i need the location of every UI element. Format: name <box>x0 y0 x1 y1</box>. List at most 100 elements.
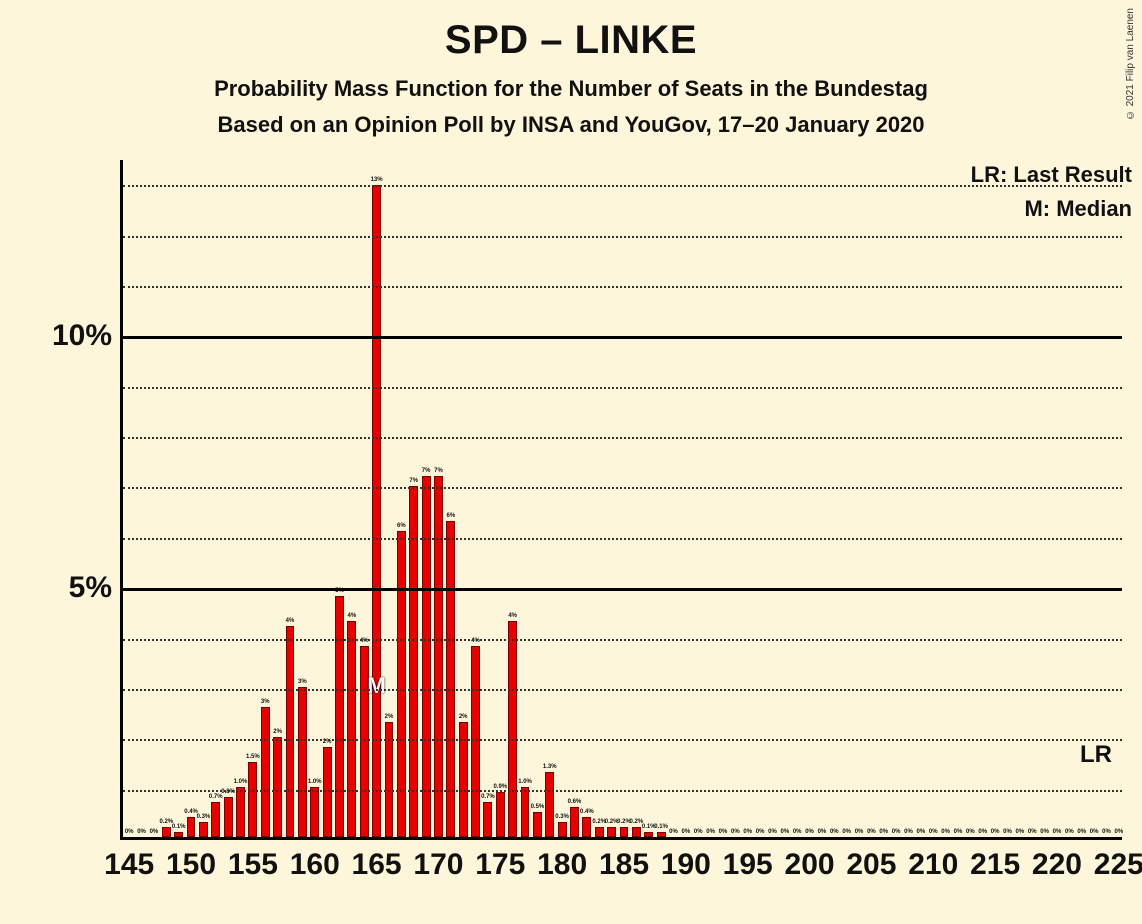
bar-value-label: 0% <box>978 829 987 835</box>
bar-value-label: 0% <box>1003 829 1012 835</box>
bar-value-label: 4% <box>286 618 295 624</box>
x-tick-label: 180 <box>537 848 587 882</box>
bar <box>434 476 443 837</box>
chart-area: 0%0%0%0.2%0.1%0.4%0.3%0.7%0.8%1.0%1.5%3%… <box>120 160 1122 840</box>
bar-value-label: 0% <box>1040 829 1049 835</box>
bar-value-label: 0.3% <box>555 814 569 820</box>
x-tick-label: 210 <box>908 848 958 882</box>
x-tick-label: 155 <box>228 848 278 882</box>
x-tick-label: 205 <box>846 848 896 882</box>
bar <box>224 797 233 837</box>
bar-value-label: 0.3% <box>197 814 211 820</box>
bar-value-label: 7% <box>409 478 418 484</box>
grid-minor-line <box>123 538 1122 540</box>
grid-minor-line <box>123 437 1122 439</box>
bar <box>187 817 196 837</box>
bar-value-label: 0% <box>756 829 765 835</box>
bar-value-label: 0% <box>125 829 134 835</box>
bar-value-label: 3% <box>298 679 307 685</box>
bar-value-label: 0% <box>966 829 975 835</box>
bar-value-label: 0% <box>1016 829 1025 835</box>
x-tick-label: 175 <box>475 848 525 882</box>
bar-value-label: 0% <box>137 829 146 835</box>
bar <box>607 827 616 837</box>
bar-value-label: 0% <box>1077 829 1086 835</box>
bar-value-label: 7% <box>434 468 443 474</box>
bar-value-label: 7% <box>422 468 431 474</box>
bar <box>657 832 666 837</box>
bar <box>286 626 295 837</box>
bar-value-label: 6% <box>397 523 406 529</box>
plot-area: 0%0%0%0.2%0.1%0.4%0.3%0.7%0.8%1.0%1.5%3%… <box>120 160 1122 840</box>
bar <box>471 646 480 837</box>
bar-value-label: 0% <box>855 829 864 835</box>
bar-value-label: 0.1% <box>654 824 668 830</box>
x-axis <box>120 837 1122 840</box>
bar-value-label: 0% <box>892 829 901 835</box>
grid-major-line <box>123 336 1122 339</box>
bar-value-label: 2% <box>273 729 282 735</box>
bar <box>595 827 604 837</box>
bar-value-label: 2% <box>385 714 394 720</box>
chart-subtitle-2: Based on an Opinion Poll by INSA and You… <box>0 112 1142 138</box>
bar-value-label: 0% <box>780 829 789 835</box>
x-tick-label: 165 <box>352 848 402 882</box>
x-tick-label: 195 <box>723 848 773 882</box>
bar-value-label: 0% <box>991 829 1000 835</box>
grid-minor-line <box>123 790 1122 792</box>
bar-value-label: 0% <box>1065 829 1074 835</box>
y-tick-label: 5% <box>12 571 112 605</box>
x-tick-label: 170 <box>413 848 463 882</box>
bar-value-label: 0% <box>719 829 728 835</box>
bar-value-label: 0.1% <box>172 824 186 830</box>
bar-value-label: 0% <box>818 829 827 835</box>
bar <box>261 707 270 837</box>
last-result-marker: LR <box>1080 741 1112 769</box>
x-tick-label: 150 <box>166 848 216 882</box>
bar-value-label: 0% <box>879 829 888 835</box>
bar <box>582 817 591 837</box>
grid-minor-line <box>123 689 1122 691</box>
bar-value-label: 0% <box>150 829 159 835</box>
bar-value-label: 1.3% <box>543 764 557 770</box>
bar-value-label: 0% <box>743 829 752 835</box>
bar-value-label: 0% <box>1053 829 1062 835</box>
grid-minor-line <box>123 185 1122 187</box>
bar <box>199 822 208 837</box>
bar-value-label: 0.7% <box>481 794 495 800</box>
x-tick-label: 160 <box>290 848 340 882</box>
bar-value-label: 0% <box>768 829 777 835</box>
grid-minor-line <box>123 739 1122 741</box>
grid-major-line <box>123 588 1122 591</box>
bar <box>620 827 629 837</box>
bar-value-label: 0.4% <box>580 809 594 815</box>
bar <box>323 747 332 837</box>
x-tick-label: 185 <box>599 848 649 882</box>
bar <box>310 787 319 837</box>
grid-minor-line <box>123 639 1122 641</box>
bar-value-label: 0% <box>1090 829 1099 835</box>
bar-value-label: 0% <box>1102 829 1111 835</box>
x-tick-labels: 1451501551601651701751801851901952002052… <box>120 848 1122 888</box>
chart-title: SPD – LINKE <box>0 18 1142 63</box>
bar <box>211 802 220 837</box>
bar-value-label: 3% <box>261 699 270 705</box>
bar-value-label: 1.5% <box>246 754 260 760</box>
bar <box>521 787 530 837</box>
grid-minor-line <box>123 387 1122 389</box>
bar <box>347 621 356 837</box>
bar <box>508 621 517 837</box>
x-tick-label: 220 <box>1032 848 1082 882</box>
chart-subtitle-1: Probability Mass Function for the Number… <box>0 76 1142 102</box>
bar-value-label: 0% <box>830 829 839 835</box>
bars-container: 0%0%0%0.2%0.1%0.4%0.3%0.7%0.8%1.0%1.5%3%… <box>120 160 1122 837</box>
x-tick-label: 190 <box>661 848 711 882</box>
bar-value-label: 2% <box>459 714 468 720</box>
grid-minor-line <box>123 236 1122 238</box>
bar-value-label: 0% <box>731 829 740 835</box>
bar-value-label: 0% <box>669 829 678 835</box>
bar-value-label: 0% <box>917 829 926 835</box>
bar-value-label: 6% <box>446 513 455 519</box>
bar-value-label: 0% <box>954 829 963 835</box>
grid-minor-line <box>123 286 1122 288</box>
